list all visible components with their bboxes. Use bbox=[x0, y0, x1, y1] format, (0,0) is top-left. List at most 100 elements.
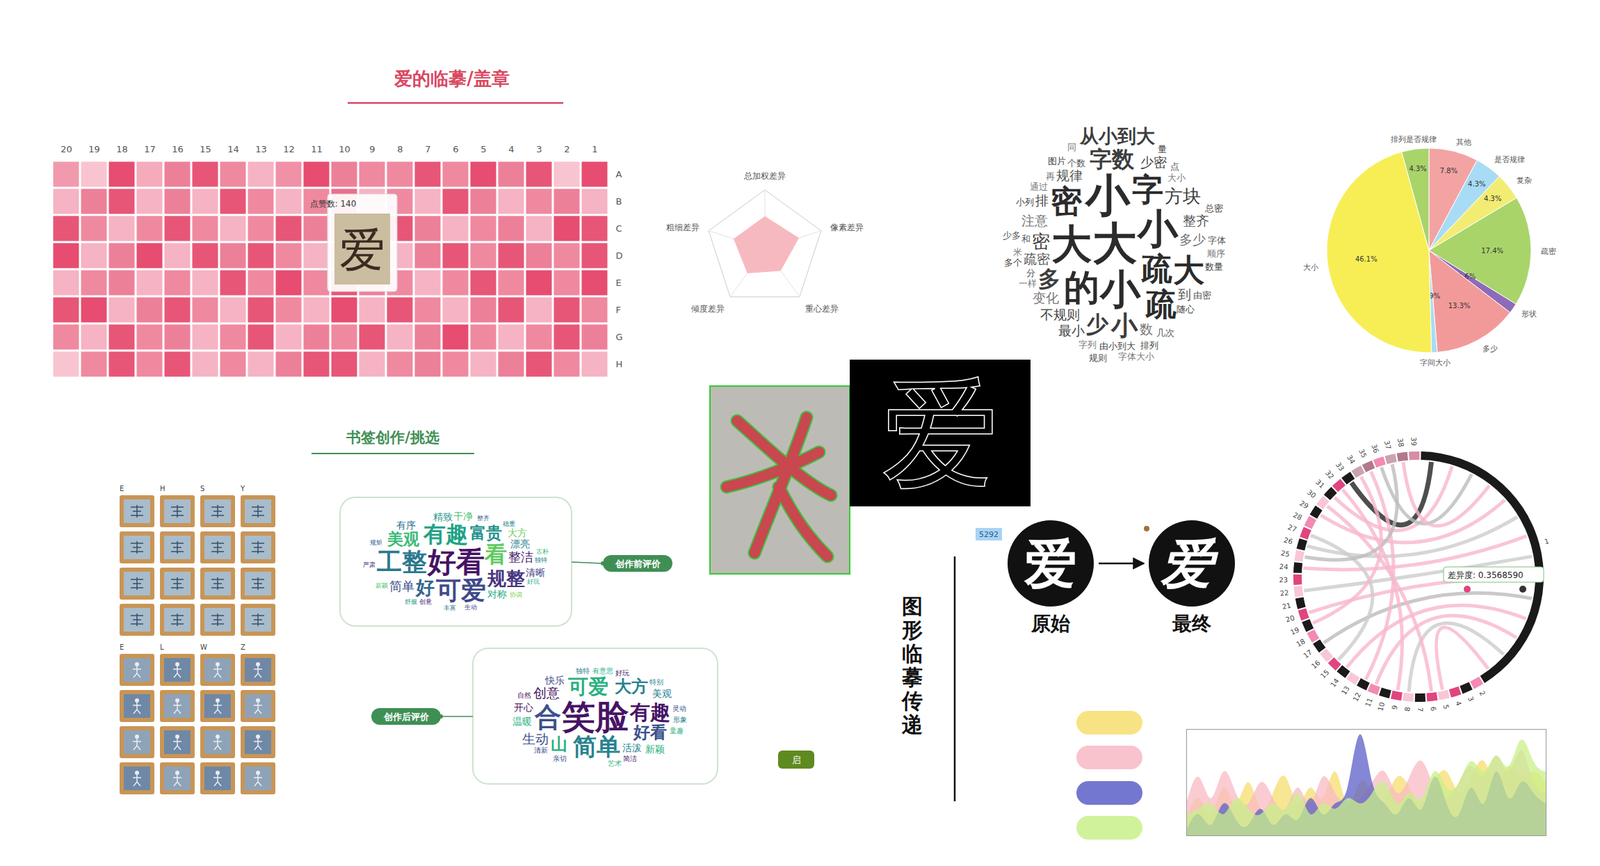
svg-text:传: 传 bbox=[901, 688, 923, 713]
svg-text:9: 9 bbox=[1390, 704, 1400, 710]
svg-text:大方: 大方 bbox=[614, 676, 649, 697]
svg-text:密: 密 bbox=[1050, 182, 1083, 220]
svg-text:量: 量 bbox=[1157, 143, 1167, 155]
svg-text:特别: 特别 bbox=[649, 677, 664, 686]
svg-text:17.4%: 17.4% bbox=[1481, 246, 1504, 255]
svg-text:临: 临 bbox=[901, 641, 923, 666]
svg-text:丰富: 丰富 bbox=[443, 604, 457, 612]
svg-text:4.3%: 4.3% bbox=[1467, 180, 1486, 188]
svg-text:不规则: 不规则 bbox=[1040, 306, 1080, 323]
svg-text:形: 形 bbox=[901, 617, 923, 642]
svg-text:好看: 好看 bbox=[426, 545, 485, 579]
svg-text:B: B bbox=[616, 196, 623, 207]
svg-text:是否规律: 是否规律 bbox=[1494, 155, 1525, 165]
svg-text:字体: 字体 bbox=[1207, 235, 1226, 246]
svg-text:小: 小 bbox=[1098, 266, 1142, 313]
svg-text:点: 点 bbox=[1170, 161, 1180, 172]
svg-text:个数: 个数 bbox=[1067, 157, 1086, 169]
svg-text:温暖: 温暖 bbox=[512, 715, 532, 727]
svg-text:重心差异: 重心差异 bbox=[805, 303, 839, 314]
svg-text:27: 27 bbox=[1287, 522, 1299, 534]
svg-text:H: H bbox=[616, 358, 624, 370]
svg-text:排列是否规律: 排列是否规律 bbox=[1390, 134, 1437, 144]
svg-text:28: 28 bbox=[1291, 510, 1304, 522]
svg-text:最终: 最终 bbox=[1171, 611, 1212, 635]
svg-text:清新: 清新 bbox=[534, 746, 548, 754]
svg-text:字数: 字数 bbox=[1089, 146, 1135, 173]
svg-text:大: 大 bbox=[1092, 217, 1137, 270]
svg-text:差异度: 0.3568590: 差异度: 0.3568590 bbox=[1447, 570, 1524, 580]
svg-text:大方: 大方 bbox=[507, 527, 528, 539]
svg-text:疏密: 疏密 bbox=[1540, 246, 1557, 256]
svg-text:12: 12 bbox=[283, 143, 295, 155]
svg-text:规律: 规律 bbox=[1056, 167, 1083, 184]
svg-text:4: 4 bbox=[508, 143, 514, 155]
svg-text:少密: 少密 bbox=[1140, 154, 1167, 171]
svg-text:美观: 美观 bbox=[386, 529, 420, 548]
svg-text:到: 到 bbox=[1177, 286, 1192, 303]
svg-text:图: 图 bbox=[901, 593, 923, 619]
svg-text:形象: 形象 bbox=[673, 715, 688, 724]
svg-text:爱的临摹/盖章: 爱的临摹/盖章 bbox=[393, 68, 510, 90]
svg-text:2: 2 bbox=[1478, 689, 1488, 697]
svg-text:少: 少 bbox=[1086, 310, 1110, 338]
svg-text:Z: Z bbox=[240, 643, 246, 651]
svg-text:像素差异: 像素差异 bbox=[830, 222, 864, 233]
svg-text:总加权差异: 总加权差异 bbox=[743, 171, 786, 181]
svg-text:灵动: 灵动 bbox=[672, 704, 687, 713]
svg-text:倾度差异: 倾度差异 bbox=[691, 303, 725, 314]
svg-text:14: 14 bbox=[227, 143, 240, 155]
svg-text:F: F bbox=[616, 304, 621, 315]
svg-text:13.3%: 13.3% bbox=[1448, 301, 1471, 310]
svg-text:20: 20 bbox=[1285, 613, 1297, 624]
svg-text:变化: 变化 bbox=[1032, 289, 1060, 306]
svg-text:3: 3 bbox=[1466, 695, 1476, 703]
svg-text:新颖: 新颖 bbox=[645, 743, 665, 755]
svg-text:书签创作/挑选: 书签创作/挑选 bbox=[345, 429, 440, 446]
svg-text:10: 10 bbox=[338, 143, 351, 155]
svg-text:复杂: 复杂 bbox=[1516, 175, 1532, 185]
svg-text:好玩: 好玩 bbox=[615, 668, 630, 677]
svg-text:字间大小: 字间大小 bbox=[1419, 358, 1451, 368]
svg-text:爱: 爱 bbox=[1157, 532, 1226, 595]
svg-text:疏: 疏 bbox=[1140, 250, 1173, 288]
svg-text:35: 35 bbox=[1357, 447, 1368, 459]
svg-text:字列: 字列 bbox=[1078, 339, 1097, 350]
svg-text:34: 34 bbox=[1345, 453, 1357, 466]
svg-text:古朴: 古朴 bbox=[536, 547, 549, 555]
svg-text:Y: Y bbox=[239, 484, 246, 493]
svg-text:艺术: 艺术 bbox=[607, 759, 622, 767]
svg-text:38: 38 bbox=[1396, 437, 1406, 448]
svg-text:S: S bbox=[200, 484, 205, 493]
svg-text:再: 再 bbox=[1045, 171, 1055, 182]
svg-text:22: 22 bbox=[1279, 588, 1290, 597]
svg-text:随心: 随心 bbox=[1176, 303, 1195, 315]
svg-text:创作后评价: 创作后评价 bbox=[383, 711, 430, 722]
svg-text:C: C bbox=[616, 223, 623, 234]
svg-text:对称: 对称 bbox=[487, 588, 507, 600]
svg-text:16: 16 bbox=[1310, 658, 1322, 671]
svg-text:笑脸: 笑脸 bbox=[561, 696, 630, 736]
svg-text:9: 9 bbox=[369, 143, 375, 155]
svg-text:简洁: 简洁 bbox=[623, 754, 637, 763]
svg-text:29: 29 bbox=[1298, 499, 1311, 511]
svg-text:少多: 少多 bbox=[1002, 230, 1021, 241]
svg-text:6: 6 bbox=[452, 143, 459, 155]
svg-text:7: 7 bbox=[424, 143, 431, 155]
svg-text:7: 7 bbox=[1416, 707, 1425, 713]
svg-text:看: 看 bbox=[483, 541, 507, 567]
svg-text:摹: 摹 bbox=[901, 664, 923, 690]
svg-text:创意: 创意 bbox=[419, 598, 432, 605]
svg-text:有趣: 有趣 bbox=[422, 521, 468, 547]
svg-text:E: E bbox=[119, 643, 124, 651]
svg-text:11: 11 bbox=[1363, 696, 1375, 708]
svg-text:最小: 最小 bbox=[1058, 322, 1085, 339]
svg-text:图片: 图片 bbox=[1047, 155, 1066, 167]
svg-text:工整: 工整 bbox=[376, 547, 427, 576]
svg-text:新颖: 新颖 bbox=[375, 582, 389, 589]
svg-text:生动: 生动 bbox=[522, 730, 549, 747]
svg-text:严肃: 严肃 bbox=[362, 561, 376, 569]
svg-text:开心: 开心 bbox=[513, 701, 534, 713]
svg-text:3: 3 bbox=[536, 143, 542, 155]
svg-text:分: 分 bbox=[1026, 267, 1036, 279]
